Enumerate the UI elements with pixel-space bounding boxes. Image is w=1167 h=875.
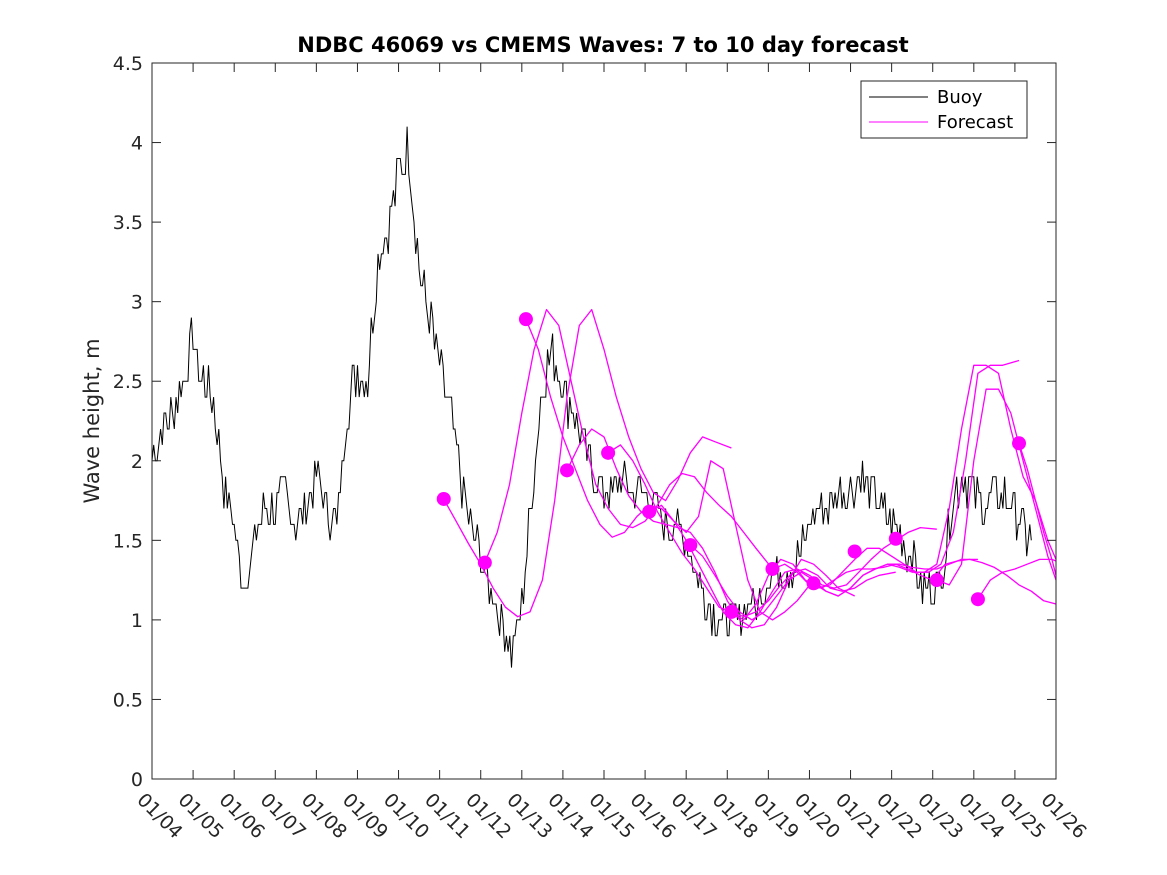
x-tick-label: 01/24: [954, 789, 1008, 843]
forecast-point: [929, 573, 944, 588]
plot-area: [151, 62, 1057, 780]
forecast-point: [560, 463, 575, 478]
x-tick-label: 01/06: [215, 789, 269, 843]
forecast-series: [443, 308, 1057, 629]
forecast-line: [977, 558, 1057, 600]
x-tick-label: 01/15: [584, 789, 638, 843]
x-tick-label: 01/20: [790, 789, 844, 843]
legend-buoy-label: Buoy: [937, 87, 983, 108]
x-tick-label: 01/14: [543, 789, 597, 843]
y-tick-label: 1: [131, 610, 143, 632]
x-tick-label: 01/04: [132, 789, 186, 843]
forecast-point: [642, 504, 657, 519]
y-tick-label: 1.5: [113, 530, 143, 552]
legend-forecast-label: Forecast: [937, 112, 1013, 133]
forecast-line: [731, 359, 1020, 621]
y-tick-label: 3.5: [113, 212, 143, 234]
x-tick-label: 01/18: [708, 789, 762, 843]
forecast-point: [724, 604, 739, 619]
forecast-point: [683, 538, 698, 553]
x-tick-label: 01/08: [297, 789, 351, 843]
x-tick-label: 01/21: [831, 789, 885, 843]
forecast-point: [601, 445, 616, 460]
x-tick-label: 01/22: [872, 789, 926, 843]
forecast-point: [888, 531, 903, 546]
forecast-point: [847, 544, 862, 559]
x-tick-label: 01/17: [667, 789, 721, 843]
plot-background: [152, 63, 1056, 779]
forecast-line: [936, 388, 1057, 586]
y-tick-label: 2: [131, 451, 143, 473]
forecast-line: [813, 364, 1057, 597]
forecast-point: [1012, 436, 1027, 451]
x-tick-label: 01/05: [174, 789, 228, 843]
x-tick-label: 01/09: [338, 789, 392, 843]
y-tick-label: 4: [131, 133, 143, 155]
forecast-points: [436, 312, 1027, 619]
y-tick-label: 3: [131, 292, 143, 314]
legend: Buoy Forecast: [860, 80, 1028, 139]
forecast-line: [484, 308, 774, 570]
forecast-point: [970, 592, 985, 607]
forecast-line: [566, 428, 855, 629]
forecast-point: [477, 555, 492, 570]
x-tick-label: 01/16: [626, 789, 680, 843]
buoy-line: [151, 126, 1032, 668]
x-tick-label: 01/13: [502, 789, 556, 843]
x-tick-label: 01/26: [1036, 789, 1090, 843]
y-tick-label: 0: [131, 769, 143, 791]
y-tick-label: 0.5: [113, 689, 143, 711]
forecast-point: [436, 491, 451, 506]
forecast-point: [765, 561, 780, 576]
x-tick-label: 01/19: [749, 789, 803, 843]
forecast-line: [607, 444, 896, 618]
forecast-line: [648, 504, 937, 629]
x-tick-label: 01/12: [461, 789, 515, 843]
forecast-point: [518, 312, 533, 327]
y-tick-label: 2.5: [113, 371, 143, 393]
x-tick-label: 01/11: [420, 789, 474, 843]
x-tick-label: 01/10: [379, 789, 433, 843]
forecast-point: [806, 576, 821, 591]
y-axis-label: Wave height, m: [80, 338, 104, 503]
x-tick-label: 01/25: [995, 789, 1049, 843]
y-tick-label: 4.5: [113, 53, 143, 75]
legend-box: [860, 80, 1028, 139]
forecast-line: [1018, 443, 1057, 576]
x-tick-label: 01/07: [256, 789, 310, 843]
x-tick-label: 01/23: [913, 789, 967, 843]
y-axis: 0 0.5 1 1.5 2 2.5 3 3.5 4 4.5: [113, 53, 1056, 791]
buoy-series: [151, 126, 1032, 668]
chart-title: NDBC 46069 vs CMEMS Waves: 7 to 10 day f…: [297, 33, 908, 57]
